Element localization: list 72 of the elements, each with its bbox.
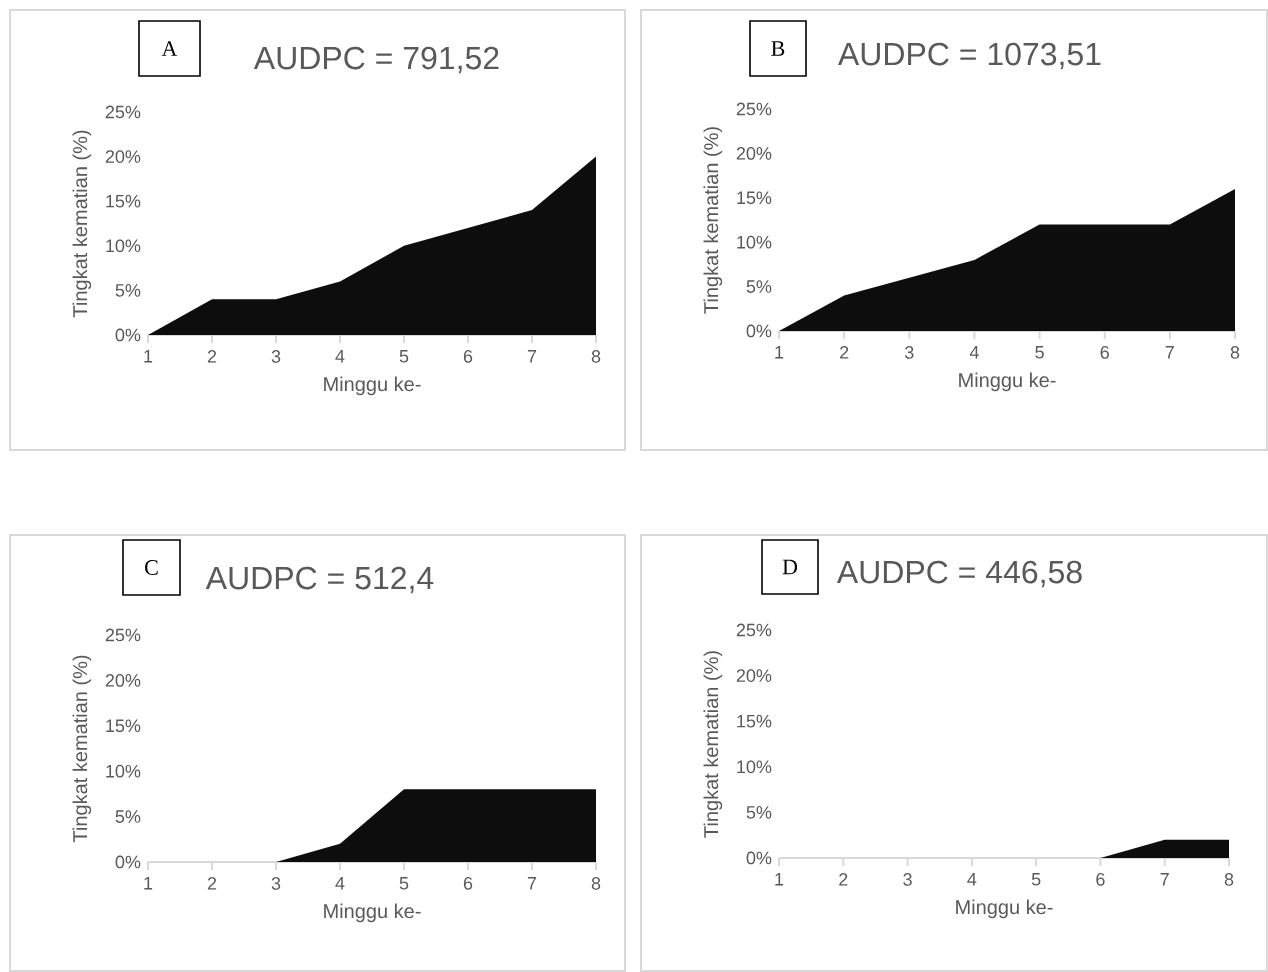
- x-tick-label: 1: [775, 873, 784, 886]
- x-tick-label: 2: [839, 873, 848, 886]
- y-tick-label: 20%: [105, 150, 141, 163]
- x-tick-label: 2: [207, 350, 217, 363]
- x-tick-label: 5: [1031, 873, 1041, 886]
- x-tick-label: 7: [1160, 873, 1169, 886]
- y-tick-label: 5%: [746, 806, 772, 819]
- x-tick-label: 8: [591, 877, 601, 890]
- y-axis-title: Tingkat kematian (%): [703, 651, 723, 838]
- chart-title: AUDPC = 1073,51: [838, 42, 1101, 70]
- x-tick-label: 2: [207, 877, 217, 890]
- y-tick-label: 5%: [115, 284, 141, 297]
- y-axis-title: Tingkat kematian (%): [72, 655, 92, 843]
- y-tick-label: 10%: [737, 235, 772, 249]
- y-tick-label: 25%: [105, 628, 141, 642]
- y-tick-label: 25%: [736, 102, 772, 116]
- x-tick-label: 3: [271, 877, 281, 890]
- x-tick-label: 4: [335, 350, 345, 363]
- x-axis-title: Minggu ke-: [959, 372, 1056, 392]
- y-tick-label: 25%: [105, 105, 141, 119]
- x-tick-label: 6: [463, 877, 473, 890]
- x-tick-label: 8: [1230, 346, 1240, 359]
- x-tick-label: 7: [527, 350, 537, 363]
- y-tick-label: 25%: [736, 623, 772, 637]
- x-tick-label: 3: [904, 346, 914, 359]
- x-tick-label: 6: [463, 350, 473, 363]
- chart-title: AUDPC = 512,4: [205, 566, 434, 594]
- y-tick-label: 5%: [746, 280, 772, 293]
- x-axis-title: Minggu ke-: [324, 903, 421, 923]
- text: A: [161, 41, 178, 56]
- x-tick-label: 5: [1035, 346, 1044, 359]
- y-tick-label: 0%: [746, 324, 772, 338]
- y-tick-label: 20%: [736, 147, 772, 160]
- x-axis-title: Minggu ke-: [956, 899, 1053, 919]
- x-tick-label: 1: [144, 877, 153, 890]
- x-tick-label: 5: [399, 350, 409, 363]
- x-tick-label: 4: [969, 346, 979, 359]
- y-tick-label: 5%: [115, 810, 141, 823]
- y-tick-label: 20%: [105, 674, 141, 687]
- x-tick-label: 7: [527, 877, 537, 890]
- x-tick-label: 4: [335, 877, 345, 890]
- y-tick-label: 20%: [736, 669, 772, 682]
- x-tick-label: 2: [840, 346, 849, 359]
- y-tick-label: 10%: [737, 760, 772, 774]
- y-tick-label: 0%: [115, 855, 141, 869]
- x-tick-label: 6: [1100, 346, 1109, 359]
- y-tick-label: 0%: [115, 328, 141, 342]
- x-tick-label: 8: [591, 350, 601, 363]
- x-tick-label: 1: [144, 350, 153, 363]
- text: D: [782, 559, 798, 575]
- x-tick-label: 6: [1096, 873, 1105, 886]
- x-tick-label: 4: [967, 873, 977, 886]
- y-tick-label: 0%: [746, 851, 772, 865]
- text: C: [145, 560, 158, 575]
- text: B: [771, 41, 785, 56]
- x-tick-label: 8: [1224, 873, 1234, 886]
- y-tick-label: 15%: [737, 191, 772, 205]
- x-tick-label: 1: [775, 346, 784, 359]
- y-axis-title: Tingkat kematian (%): [703, 127, 723, 314]
- x-axis-title: Minggu ke-: [324, 376, 421, 396]
- y-axis-title: Tingkat kematian (%): [72, 130, 92, 318]
- y-tick-label: 15%: [106, 719, 141, 733]
- y-tick-label: 15%: [737, 714, 772, 728]
- y-tick-label: 15%: [106, 194, 141, 208]
- chart-title: AUDPC = 791,52: [253, 46, 499, 74]
- x-tick-label: 3: [903, 873, 912, 886]
- x-tick-label: 7: [1165, 346, 1174, 359]
- x-tick-label: 3: [271, 350, 281, 363]
- y-tick-label: 10%: [106, 239, 141, 253]
- y-tick-label: 10%: [106, 764, 141, 778]
- chart-title: AUDPC = 446,58: [836, 560, 1082, 588]
- x-tick-label: 5: [399, 877, 409, 890]
